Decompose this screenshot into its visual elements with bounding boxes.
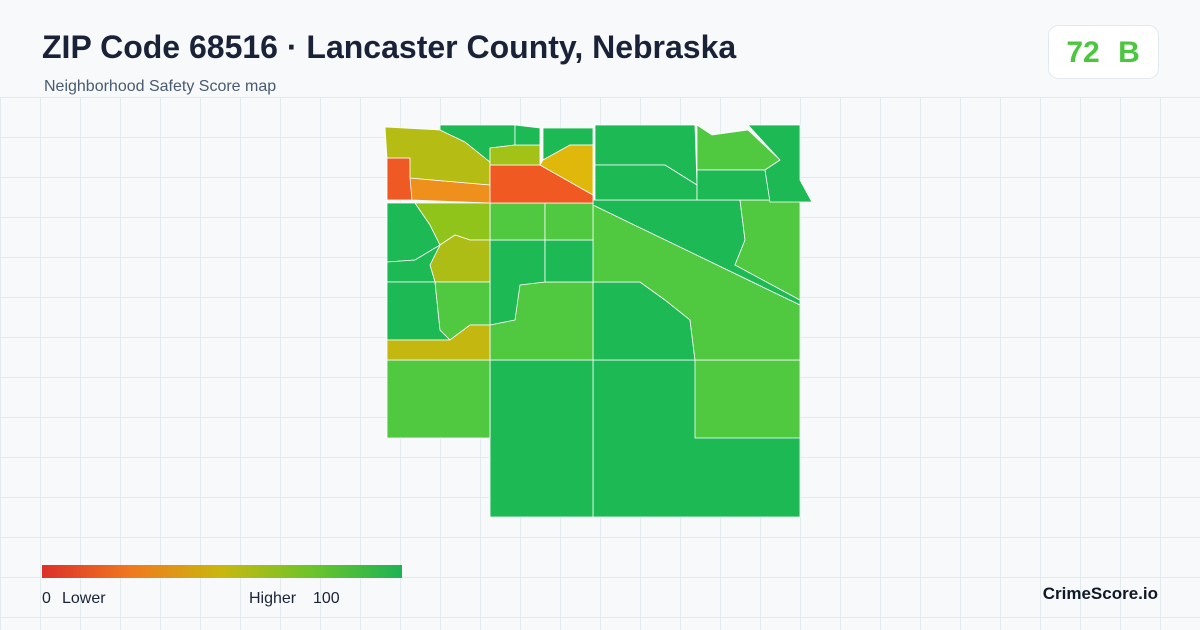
region: [489, 359, 594, 518]
region: [544, 202, 594, 241]
region: [489, 202, 546, 241]
brand: CrimeScore.io: [1043, 584, 1158, 603]
grid: [0, 97, 1200, 630]
legend-bar: [42, 565, 402, 578]
score-box: [1048, 25, 1159, 79]
legend-max-label: Higher: [249, 590, 297, 607]
legend-min-label: Lower: [62, 590, 106, 607]
subtitle: Neighborhood Safety Score map: [44, 78, 276, 95]
region: [696, 169, 771, 201]
region: [386, 324, 491, 361]
region: [544, 239, 594, 283]
score-grade: B: [1118, 36, 1140, 69]
region: [489, 144, 541, 166]
region: [514, 124, 541, 146]
title: ZIP Code 68516 · Lancaster County, Nebra…: [42, 29, 736, 65]
region: [747, 124, 813, 203]
region: [386, 157, 413, 201]
region: [386, 359, 491, 439]
legend-min: 0: [42, 590, 51, 607]
region: [694, 359, 801, 439]
map: [384, 124, 813, 518]
score-value: 72: [1066, 36, 1099, 69]
legend-max: 100: [313, 590, 340, 607]
region: [592, 204, 801, 361]
region: [539, 144, 594, 196]
